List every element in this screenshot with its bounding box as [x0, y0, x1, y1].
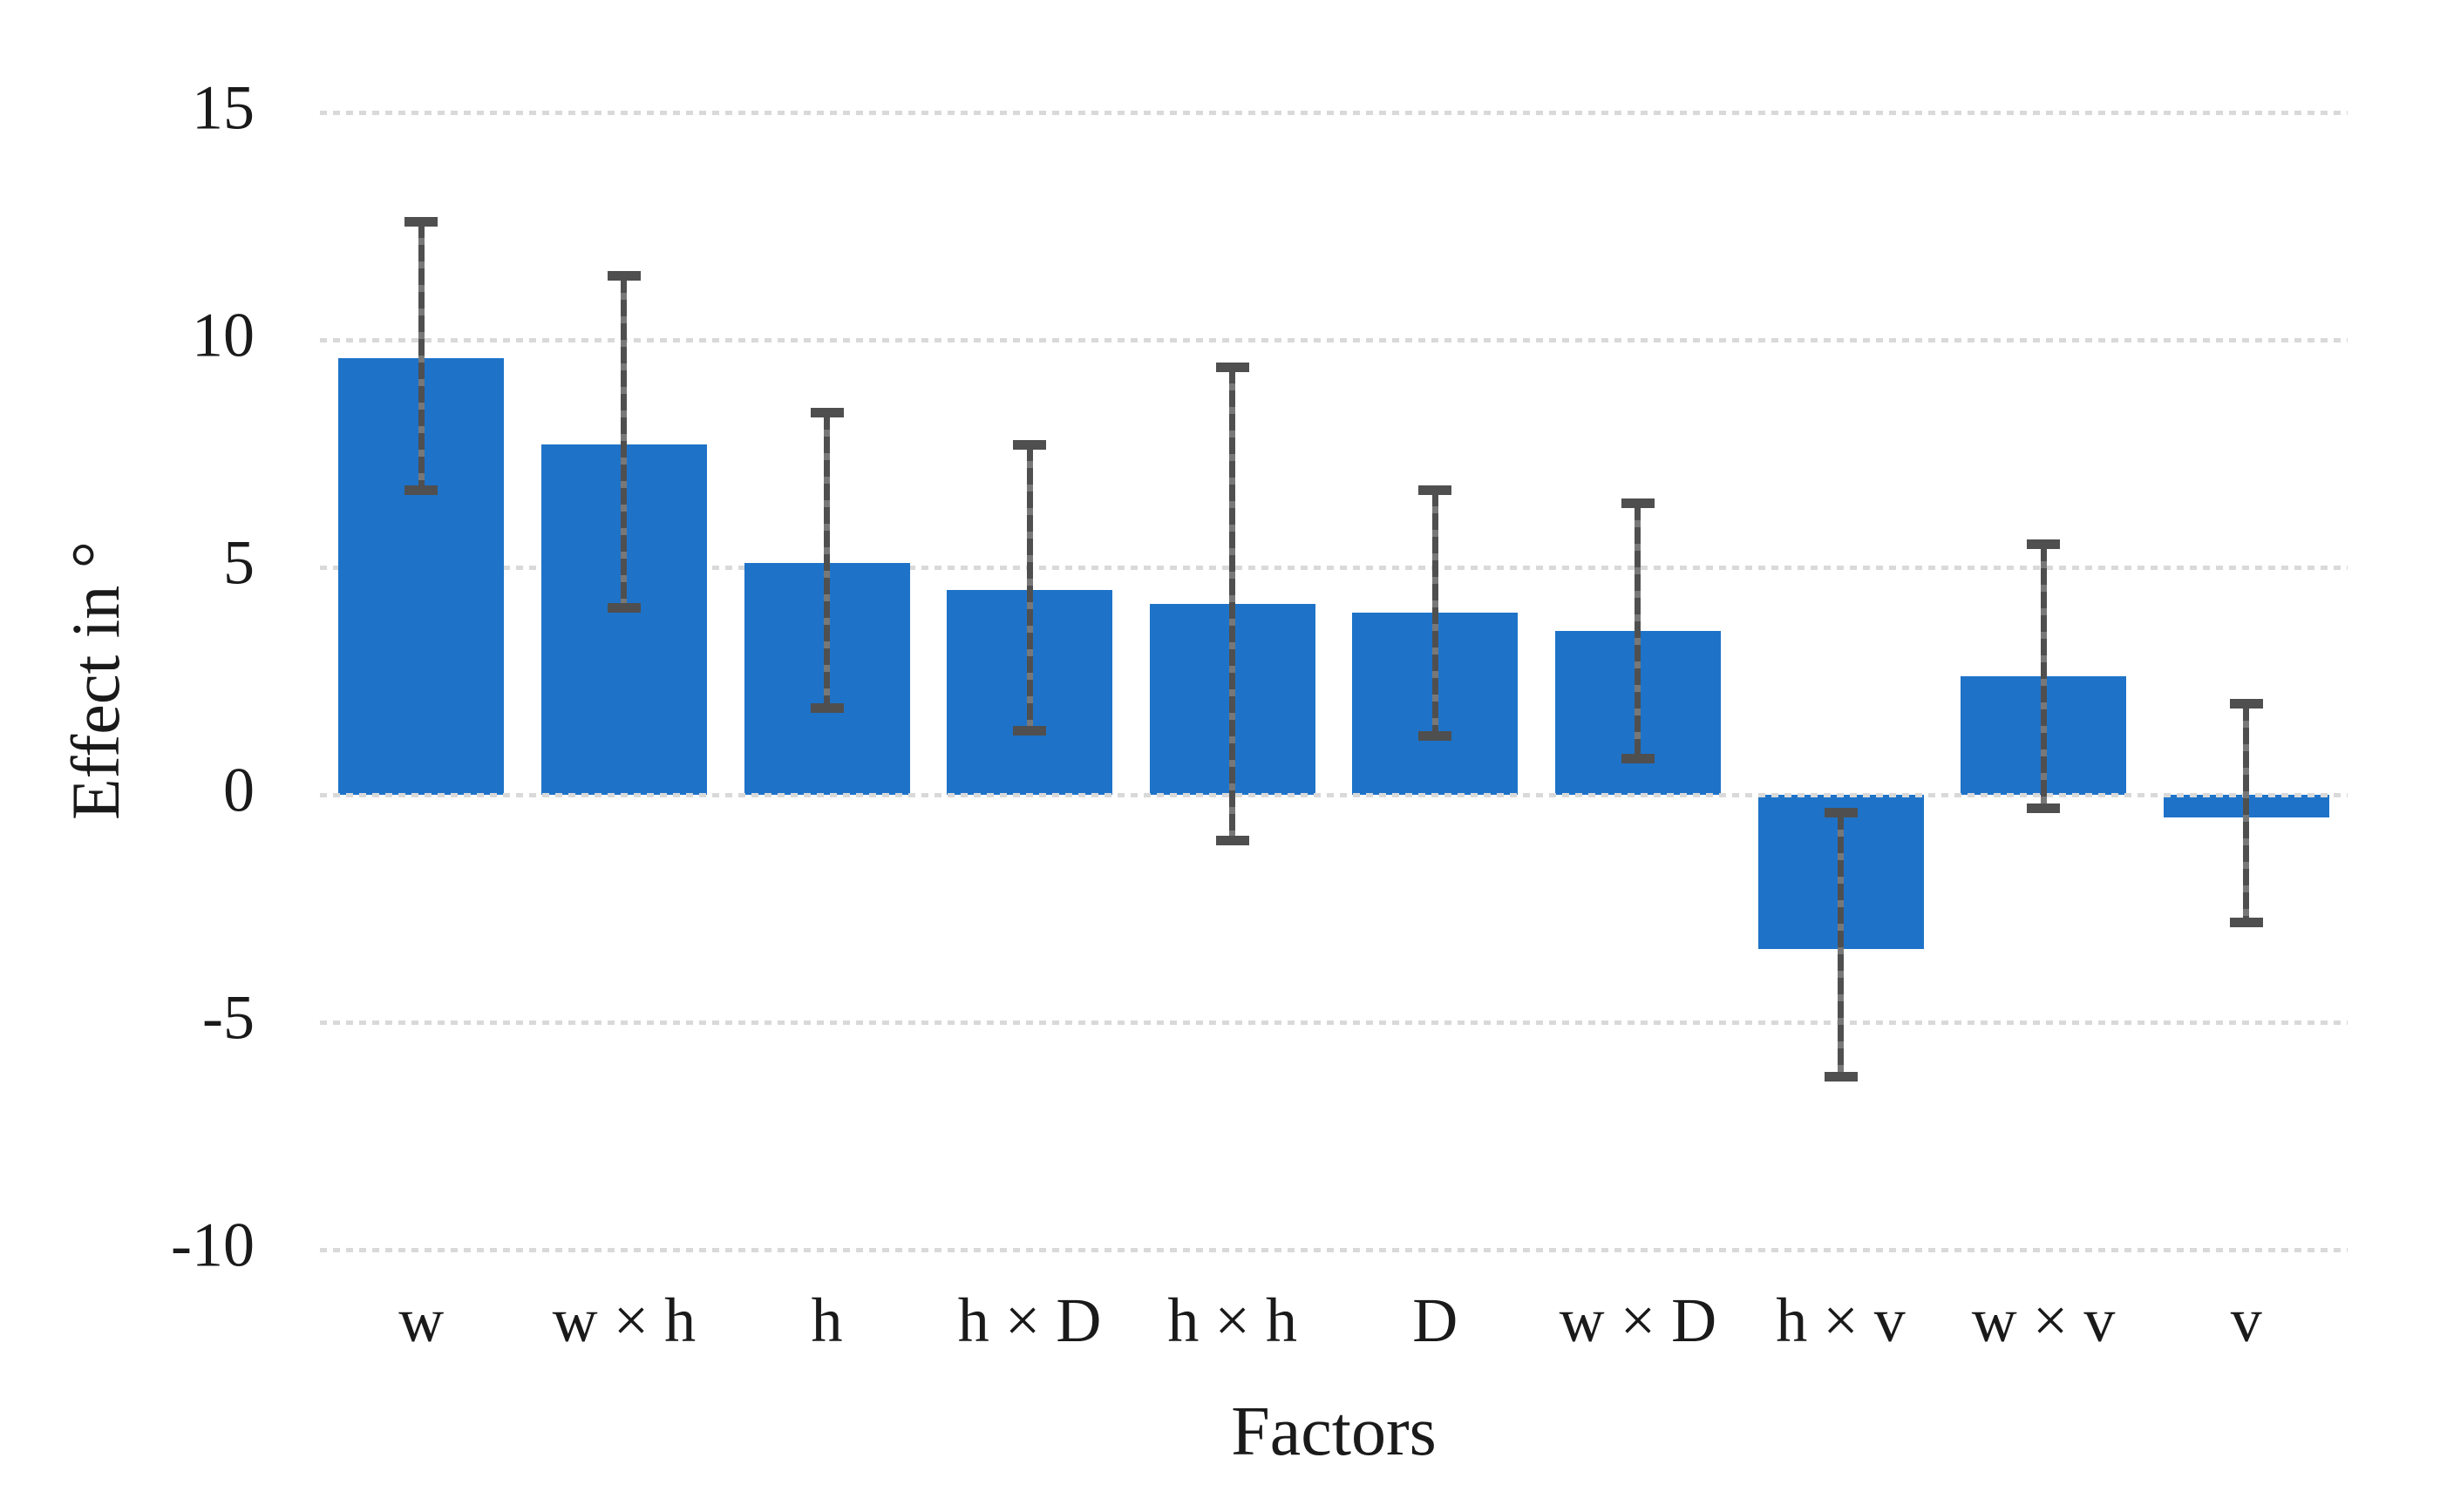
y-tick-label: -5	[202, 982, 255, 1053]
error-bar-bottom-cap	[404, 485, 438, 495]
error-bar	[824, 412, 830, 709]
error-bar	[1229, 367, 1236, 841]
x-tick-label: h	[811, 1285, 843, 1355]
gridline	[320, 1020, 2348, 1025]
error-bar-bottom-cap	[2027, 803, 2061, 814]
error-bar-top-cap	[404, 216, 438, 227]
error-bar	[2040, 544, 2047, 809]
zero-gridline	[320, 792, 2348, 797]
error-bar-bottom-cap	[1621, 753, 1655, 763]
error-bar-top-cap	[1013, 439, 1047, 450]
y-tick-label: 5	[223, 527, 255, 598]
x-tick-label: h × v	[1776, 1285, 1906, 1355]
error-bar-top-cap	[607, 271, 641, 281]
gridline	[320, 337, 2348, 342]
error-bar-bottom-cap	[1824, 1072, 1858, 1082]
error-bar	[1431, 490, 1438, 736]
error-bar-bottom-cap	[607, 603, 641, 614]
x-tick-label: w × v	[1971, 1285, 2116, 1355]
error-bar	[418, 221, 425, 491]
error-bar-top-cap	[2027, 539, 2061, 550]
error-bar-top-cap	[1824, 808, 1858, 818]
error-bar-top-cap	[1215, 362, 1249, 372]
x-tick-label: h × h	[1167, 1285, 1297, 1355]
x-tick-label: v	[2230, 1285, 2262, 1355]
gridline	[320, 565, 2348, 570]
error-bar-bottom-cap	[2229, 917, 2263, 927]
error-bar	[1635, 503, 1641, 759]
gridline	[320, 110, 2348, 115]
y-tick-label: 0	[223, 755, 255, 825]
y-tick-label: 10	[192, 300, 255, 370]
x-tick-label: w × h	[552, 1285, 697, 1355]
error-bar	[2243, 703, 2250, 923]
x-tick-label: w × D	[1559, 1285, 1717, 1355]
x-axis-title: Factors	[1231, 1393, 1437, 1470]
error-bar	[621, 275, 628, 608]
error-bar-top-cap	[1621, 498, 1655, 509]
x-tick-label: w	[398, 1285, 445, 1355]
y-axis-title: Effect in °	[58, 541, 133, 820]
error-bar-top-cap	[1418, 485, 1452, 495]
error-bar	[1838, 812, 1844, 1077]
gridline	[320, 1247, 2348, 1252]
y-tick-label: 15	[192, 72, 255, 143]
error-bar-bottom-cap	[1418, 730, 1452, 741]
error-bar-top-cap	[2229, 699, 2263, 709]
error-bar-bottom-cap	[810, 703, 844, 714]
x-tick-label: D	[1412, 1285, 1458, 1355]
error-bar-bottom-cap	[1013, 726, 1047, 736]
error-bar-top-cap	[810, 408, 844, 418]
y-tick-label: -10	[171, 1210, 255, 1280]
x-tick-label: h × D	[957, 1285, 1102, 1355]
error-bar-bottom-cap	[1215, 835, 1249, 845]
error-bar	[1026, 444, 1033, 731]
